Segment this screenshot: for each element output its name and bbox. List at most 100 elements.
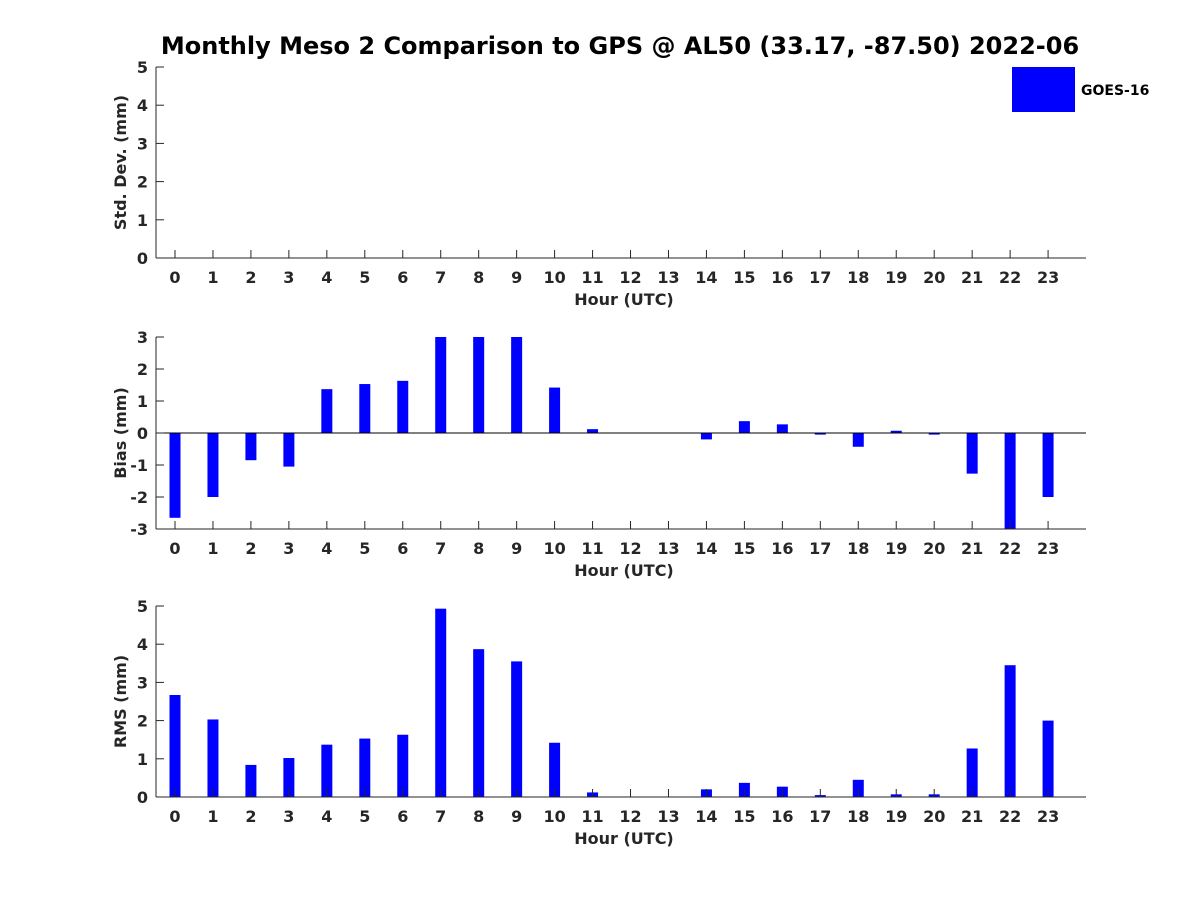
rms-xtick-label: 16: [771, 807, 793, 826]
std-dev-xtick-label: 22: [999, 268, 1021, 287]
rms-bar-23: [1042, 720, 1054, 797]
rms-bar-6: [397, 734, 409, 797]
bias-xtick-label: 20: [923, 539, 945, 558]
std-dev-xtick-label: 15: [733, 268, 755, 287]
bias-bar-15: [738, 421, 750, 433]
rms-bar-5: [359, 738, 371, 797]
bias-xtick-label: 3: [283, 539, 294, 558]
bias-bar-18: [852, 433, 864, 447]
rms-xlabel: Hour (UTC): [574, 829, 674, 848]
rms-xtick-label: 12: [619, 807, 641, 826]
bias-bar-0: [169, 433, 181, 518]
bias-bar-23: [1042, 433, 1054, 497]
std-dev-xtick-label: 9: [511, 268, 522, 287]
bias-bar-14: [700, 433, 712, 440]
rms-bar-4: [321, 744, 333, 797]
std-dev-xtick-label: 10: [543, 268, 565, 287]
rms-ytick-label: 2: [137, 712, 148, 731]
bias-xtick-label: 9: [511, 539, 522, 558]
bias-xtick-label: 15: [733, 539, 755, 558]
rms-bar-10: [549, 742, 561, 797]
rms-xtick-label: 17: [809, 807, 831, 826]
std-dev-xlabel: Hour (UTC): [574, 290, 674, 309]
bias-bar-17: [814, 433, 826, 435]
bias-bar-21: [966, 433, 978, 474]
rms-xtick-label: 13: [657, 807, 679, 826]
rms-xtick-label: 22: [999, 807, 1021, 826]
bias-ylabel: Bias (mm): [111, 387, 130, 479]
bias-bar-10: [549, 387, 561, 433]
rms-xtick-label: 3: [283, 807, 294, 826]
bias-bar-16: [776, 424, 788, 433]
bias-xtick-label: 21: [961, 539, 983, 558]
rms-xtick-label: 10: [543, 807, 565, 826]
rms-bar-3: [283, 758, 295, 797]
bias-bar-3: [283, 433, 295, 467]
bias-xtick-label: 5: [359, 539, 370, 558]
std-dev-xtick-label: 13: [657, 268, 679, 287]
bias-ytick-label: 1: [137, 392, 148, 411]
std-dev-xtick-label: 20: [923, 268, 945, 287]
legend-label: GOES-16: [1081, 83, 1149, 99]
rms-bar-9: [511, 661, 523, 797]
rms-xtick-label: 0: [169, 807, 180, 826]
rms-xtick-label: 1: [207, 807, 218, 826]
bias-bar-8: [473, 337, 485, 433]
bias-xtick-label: 4: [321, 539, 332, 558]
std-dev-xtick-label: 5: [359, 268, 370, 287]
rms-xtick-label: 2: [245, 807, 256, 826]
bias-xtick-label: 7: [435, 539, 446, 558]
std-dev-xtick-label: 0: [169, 268, 180, 287]
rms-xtick-label: 9: [511, 807, 522, 826]
rms-bar-8: [473, 649, 485, 797]
bias-ytick-label: -3: [130, 520, 148, 539]
rms-ytick-label: 0: [137, 788, 148, 807]
bias-xtick-label: 19: [885, 539, 907, 558]
std-dev-xtick-label: 3: [283, 268, 294, 287]
rms-bar-2: [245, 764, 257, 797]
std-dev-xtick-label: 12: [619, 268, 641, 287]
rms-xtick-label: 23: [1037, 807, 1059, 826]
rms-xtick-label: 20: [923, 807, 945, 826]
std-dev-ytick-label: 0: [137, 249, 148, 268]
bias-ytick-label: 3: [137, 328, 148, 347]
legend-swatch: [1012, 67, 1075, 112]
std-dev-xtick-label: 1: [207, 268, 218, 287]
rms-ytick-label: 3: [137, 673, 148, 692]
std-dev-ytick-label: 4: [137, 96, 148, 115]
rms-xtick-label: 5: [359, 807, 370, 826]
std-dev-xtick-label: 6: [397, 268, 408, 287]
bias-ytick-label: 2: [137, 360, 148, 379]
rms-ytick-label: 1: [137, 750, 148, 769]
std-dev-xtick-label: 14: [695, 268, 717, 287]
rms-bar-22: [1004, 665, 1016, 797]
rms-xtick-label: 11: [581, 807, 603, 826]
bias-bar-1: [207, 433, 219, 497]
bias-xtick-label: 22: [999, 539, 1021, 558]
bias-bar-19: [890, 430, 902, 433]
std-dev-xtick-label: 7: [435, 268, 446, 287]
chart-title: Monthly Meso 2 Comparison to GPS @ AL50 …: [161, 32, 1079, 60]
bias-xtick-label: 11: [581, 539, 603, 558]
bias-xtick-label: 10: [543, 539, 565, 558]
bias-bar-11: [587, 429, 599, 433]
legend: GOES-16: [1012, 67, 1149, 112]
std-dev-ytick-label: 3: [137, 134, 148, 153]
rms-bar-1: [207, 719, 219, 797]
rms-xtick-label: 14: [695, 807, 717, 826]
std-dev-xtick-label: 17: [809, 268, 831, 287]
rms-xtick-label: 18: [847, 807, 869, 826]
rms-ytick-label: 4: [137, 635, 148, 654]
rms-xtick-label: 15: [733, 807, 755, 826]
bias-ytick-label: -2: [130, 488, 148, 507]
bias-xlabel: Hour (UTC): [574, 561, 674, 580]
std-dev-xtick-label: 8: [473, 268, 484, 287]
bias-xtick-label: 6: [397, 539, 408, 558]
std-dev-xtick-label: 23: [1037, 268, 1059, 287]
bias-xtick-label: 13: [657, 539, 679, 558]
rms-bar-18: [852, 779, 864, 797]
